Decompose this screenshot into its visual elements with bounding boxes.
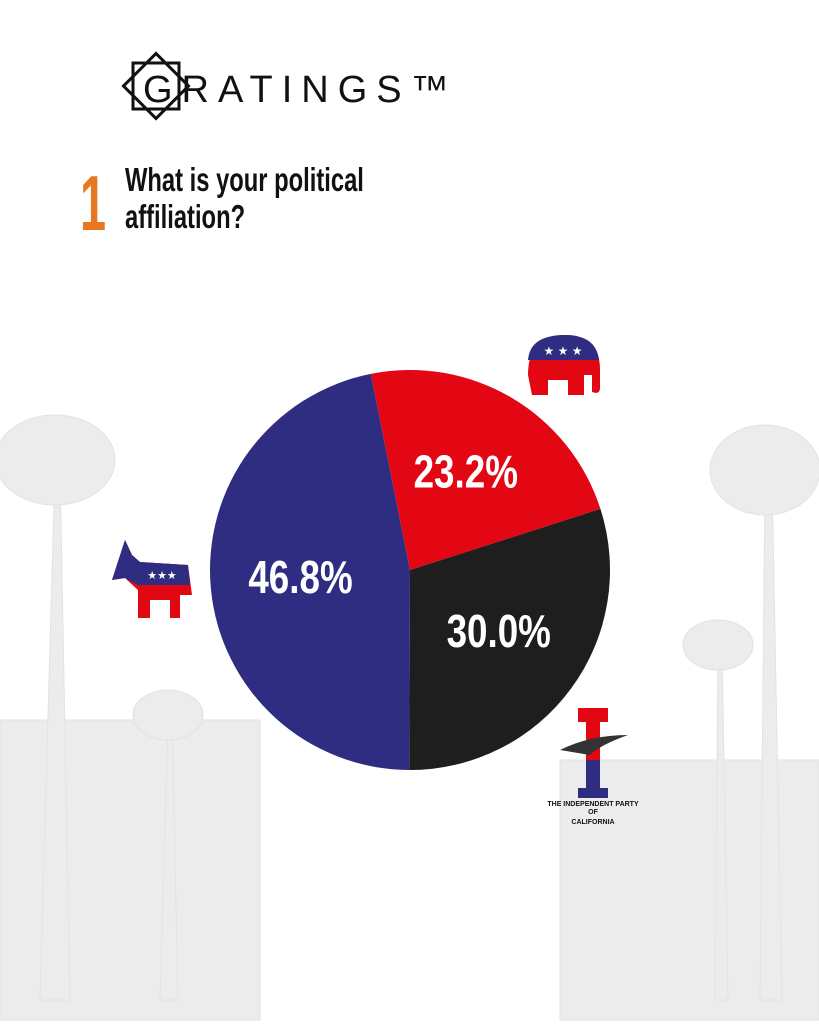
independent-text: CALIFORNIA — [571, 819, 614, 826]
slice-label: 46.8% — [248, 551, 352, 603]
pie-slice — [409, 508, 610, 770]
question-line: affiliation? — [125, 199, 245, 236]
svg-text:★ ★ ★: ★ ★ ★ — [544, 344, 583, 358]
question-line: What is your political — [125, 162, 364, 199]
logo: GRATINGS™ — [121, 51, 458, 121]
pie: 23.2% 30.0% 46.8% — [210, 370, 610, 770]
svg-text:★★★: ★★★ — [147, 570, 177, 582]
independent-text: THE INDEPENDENT PARTY — [547, 801, 639, 808]
independent-text: OF — [588, 809, 598, 816]
republican-icon: ★ ★ ★ — [528, 335, 600, 395]
slice-label: 30.0% — [447, 605, 551, 657]
pie-slice — [210, 373, 410, 770]
independent-icon: THE INDEPENDENT PARTY OF CALIFORNIA — [547, 708, 639, 826]
background-palms — [0, 414, 819, 1021]
democrat-icon: ★★★ — [112, 540, 192, 618]
slice-label: 23.2% — [414, 445, 518, 497]
pie-slice — [370, 370, 601, 570]
logo-text: GRATINGS™ — [143, 69, 458, 111]
question-number: 1 — [80, 160, 106, 247]
